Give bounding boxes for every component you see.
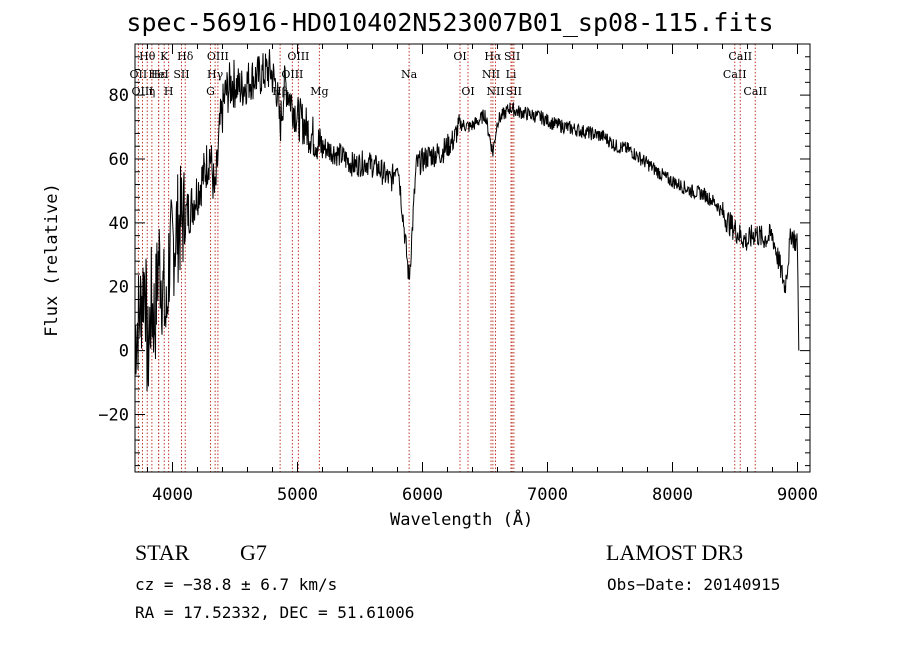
line-label: CaII [743, 85, 767, 98]
line-label: OII [130, 68, 148, 81]
spectrum-line [135, 49, 800, 392]
plot-frame [134, 43, 811, 473]
line-label: η [149, 85, 156, 98]
y-tick-label: 60 [109, 150, 129, 170]
line-label: K [160, 50, 169, 63]
line-label: Hγ [207, 68, 224, 81]
line-label: OIII [287, 50, 309, 63]
line-label: OIII [281, 68, 303, 81]
object-subclass: G7 [240, 540, 267, 565]
y-tick-label: 40 [109, 214, 129, 234]
line-label: NII [486, 85, 504, 98]
spectrum-layer [135, 49, 800, 392]
survey-name: LAMOST DR3 [606, 540, 744, 565]
x-tick-label: 8000 [652, 485, 693, 505]
line-label: HeI [148, 68, 168, 81]
line-label: Mg [310, 85, 328, 98]
y-tick-label: −20 [98, 406, 129, 426]
line-label: OI [461, 85, 474, 98]
x-tick-label: 4000 [152, 485, 193, 505]
line-label: Na [401, 68, 418, 81]
line-label: SII [173, 68, 189, 81]
line-label: CaII [728, 50, 752, 63]
line-label: OIII [207, 50, 229, 63]
chart-title: spec-56916-HD010402N523007B01_sp08-115.f… [126, 8, 774, 37]
line-label: G [206, 85, 215, 98]
y-tick-label: 0 [119, 342, 129, 362]
axes-layer: 4000 5000 6000 7000 8000 9000 −20 0 20 40 60 80 [98, 43, 818, 505]
line-label: Hδ [177, 50, 194, 63]
line-label: Hε [151, 68, 167, 81]
x-axis-label: Wavelength (Å) [390, 510, 534, 530]
line-label: SII [506, 85, 522, 98]
line-label: H [164, 85, 174, 98]
obs-date: Obs−Date: 20140915 [607, 575, 781, 594]
x-tick-label: 7000 [527, 485, 568, 505]
y-axis-label: Flux (relative) [42, 183, 62, 337]
redshift-value: cz = −38.8 ± 6.7 km/s [135, 575, 338, 594]
line-label: NII [482, 68, 500, 81]
y-tick-label: 20 [109, 278, 129, 298]
line-label: Hθ [139, 50, 156, 63]
line-label: Li [506, 68, 517, 81]
line-label: SII [504, 50, 520, 63]
object-class: STAR [135, 540, 190, 565]
y-tick-label: 80 [109, 86, 129, 106]
x-tick-label: 9000 [777, 485, 818, 505]
line-label: CaII [723, 68, 747, 81]
line-label: Hα [484, 50, 502, 63]
line-label: OI [453, 50, 466, 63]
x-tick-label: 5000 [277, 485, 318, 505]
x-tick-label: 6000 [402, 485, 443, 505]
coordinates: RA = 17.52332, DEC = 51.61006 [135, 603, 415, 622]
